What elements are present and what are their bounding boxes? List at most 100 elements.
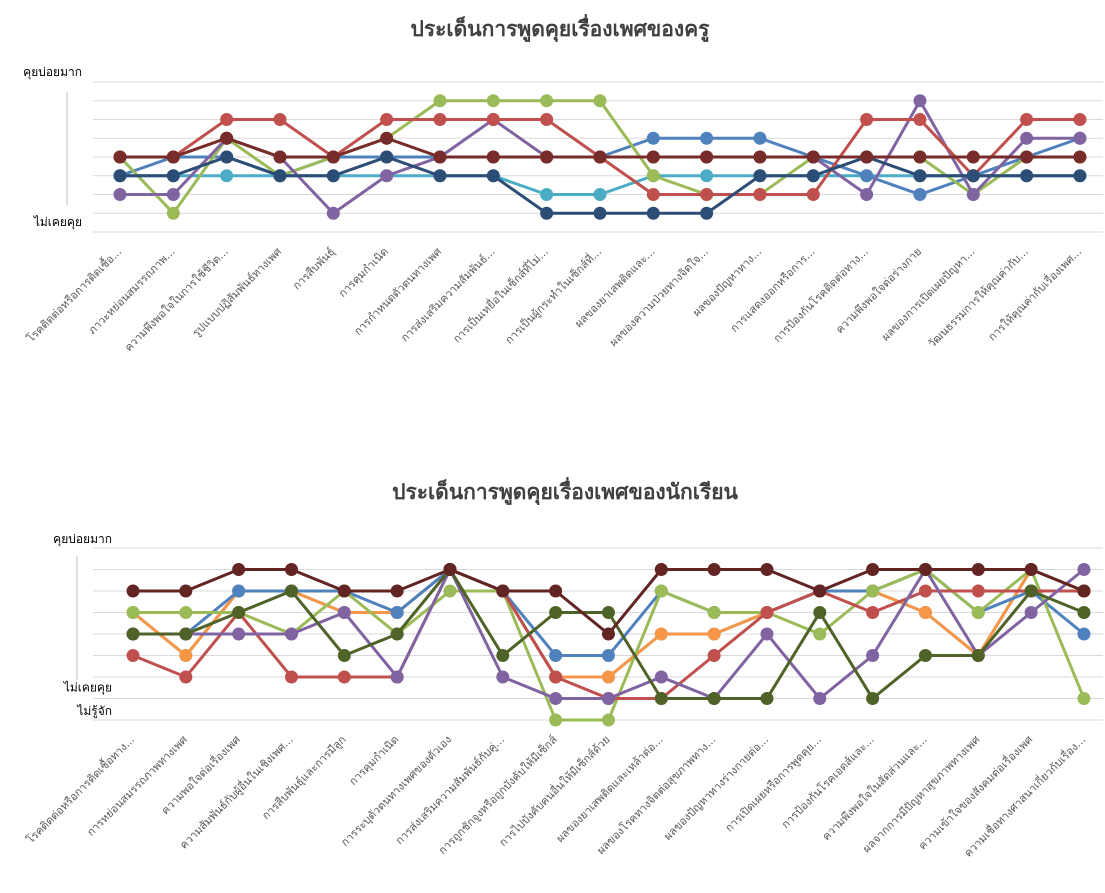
data-point: [601, 670, 615, 684]
data-point: [326, 206, 340, 220]
x-tick-label: การหย่อนสมรรถภาพทางเพศ: [84, 733, 190, 839]
data-point: [646, 150, 660, 164]
data-point: [284, 670, 298, 684]
data-point: [1020, 150, 1034, 164]
data-point: [273, 169, 287, 183]
chart-title: ประเด็นการพูดคุยเรื่องเพศของครู: [411, 13, 711, 43]
data-point: [966, 150, 980, 164]
data-point: [326, 150, 340, 164]
data-point: [179, 670, 193, 684]
y-tick-label: ไม่เคยคุย: [33, 215, 82, 230]
data-point: [433, 94, 447, 108]
data-point: [496, 584, 510, 598]
data-point: [232, 606, 246, 619]
data-point: [380, 113, 394, 126]
data-point: [232, 563, 246, 576]
data-point: [179, 649, 193, 662]
data-point: [866, 649, 880, 662]
x-tick-label: ผลของความป่วยทางจิตใจ...: [607, 245, 711, 349]
data-point: [707, 563, 721, 576]
data-point: [179, 627, 193, 641]
x-tick-label: การคุมกำเนิด: [336, 245, 391, 300]
data-point: [496, 670, 510, 684]
data-point: [380, 169, 394, 183]
data-point: [918, 584, 932, 598]
x-tick-label: โรคติดต่อหรือการติดเชื้อ...: [23, 244, 124, 345]
data-point: [866, 584, 880, 598]
data-point: [593, 150, 607, 164]
data-point: [1020, 131, 1034, 145]
data-point: [601, 713, 615, 727]
x-tick-label: การเป็นเหยื่อในเซ็กส์ที่ไม่...: [449, 244, 551, 346]
data-point: [806, 169, 820, 183]
data-point: [1077, 584, 1091, 598]
data-point: [1024, 606, 1038, 619]
data-point: [813, 584, 827, 598]
data-point: [753, 188, 767, 201]
data-point: [433, 169, 447, 183]
y-tick-label: คุยบ่อยมาก: [23, 65, 82, 80]
x-tick-label: การคุมกำเนิด: [347, 733, 402, 788]
x-tick-label: วัฒนธรรมการให้คุณค่ากับ...: [925, 245, 1030, 350]
data-point: [913, 113, 927, 126]
data-point: [707, 649, 721, 662]
y-tick-label: คุยบ่อยมาก: [53, 532, 112, 547]
data-point: [166, 206, 180, 220]
data-point: [486, 150, 500, 164]
x-tick-label: การป้องกันโรคเอดส์และ...: [778, 732, 877, 831]
data-point: [443, 563, 457, 576]
data-point: [549, 670, 563, 684]
x-tick-label: การไปบังคับคนอื่นให้มีเซ็กส์ด้วย: [495, 732, 613, 850]
data-point: [1077, 563, 1091, 576]
data-point: [966, 188, 980, 201]
data-point: [390, 627, 404, 641]
x-tick-label: การส่งเสริมความสัมพันธ์...: [398, 245, 497, 344]
chart-title: ประเด็นการพูดคุยเรื่องเพศของนักเรียน: [392, 476, 738, 506]
data-point: [166, 169, 180, 183]
x-tick-label: การส่งเสริมความสัมพันธ์กับคู่...: [393, 733, 507, 847]
data-point: [540, 150, 554, 164]
data-point: [126, 606, 140, 619]
x-tick-label: ผลของปัญหาทางร่างกายต่อ...: [661, 733, 771, 843]
data-point: [540, 206, 554, 220]
x-tick-label: ความพึงพอใจในการใช้ชีวิต...: [122, 245, 231, 354]
data-point: [220, 169, 234, 183]
data-point: [866, 606, 880, 619]
data-point: [443, 584, 457, 598]
data-point: [860, 188, 874, 201]
x-tick-label: การกำหนดตัวตนทางเพศ: [351, 245, 444, 338]
data-point: [1077, 692, 1091, 705]
data-point: [113, 150, 127, 164]
data-point: [646, 206, 660, 220]
data-point: [601, 606, 615, 619]
data-point: [654, 627, 668, 641]
data-point: [433, 150, 447, 164]
data-point: [540, 113, 554, 126]
data-point: [1020, 113, 1034, 126]
data-point: [486, 169, 500, 183]
data-point: [166, 150, 180, 164]
x-tick-label: ความสัมพันธ์กับผู้อื่นในเชิงเพศ...: [176, 732, 296, 852]
data-point: [390, 670, 404, 684]
data-point: [220, 150, 234, 164]
data-point: [1073, 169, 1087, 183]
data-point: [860, 113, 874, 126]
data-point: [433, 113, 447, 126]
data-point: [806, 188, 820, 201]
data-point: [126, 584, 140, 598]
data-point: [1077, 606, 1091, 619]
data-point: [918, 649, 932, 662]
data-point: [813, 692, 827, 705]
x-tick-label: การสืบพันธุ์: [290, 245, 337, 292]
data-point: [760, 563, 774, 576]
data-point: [700, 150, 714, 164]
data-point: [337, 649, 351, 662]
data-point: [273, 150, 287, 164]
data-point: [1024, 563, 1038, 576]
data-point: [593, 188, 607, 201]
data-point: [813, 627, 827, 641]
data-point: [971, 606, 985, 619]
series-line: [119, 136, 1081, 197]
data-point: [337, 584, 351, 598]
